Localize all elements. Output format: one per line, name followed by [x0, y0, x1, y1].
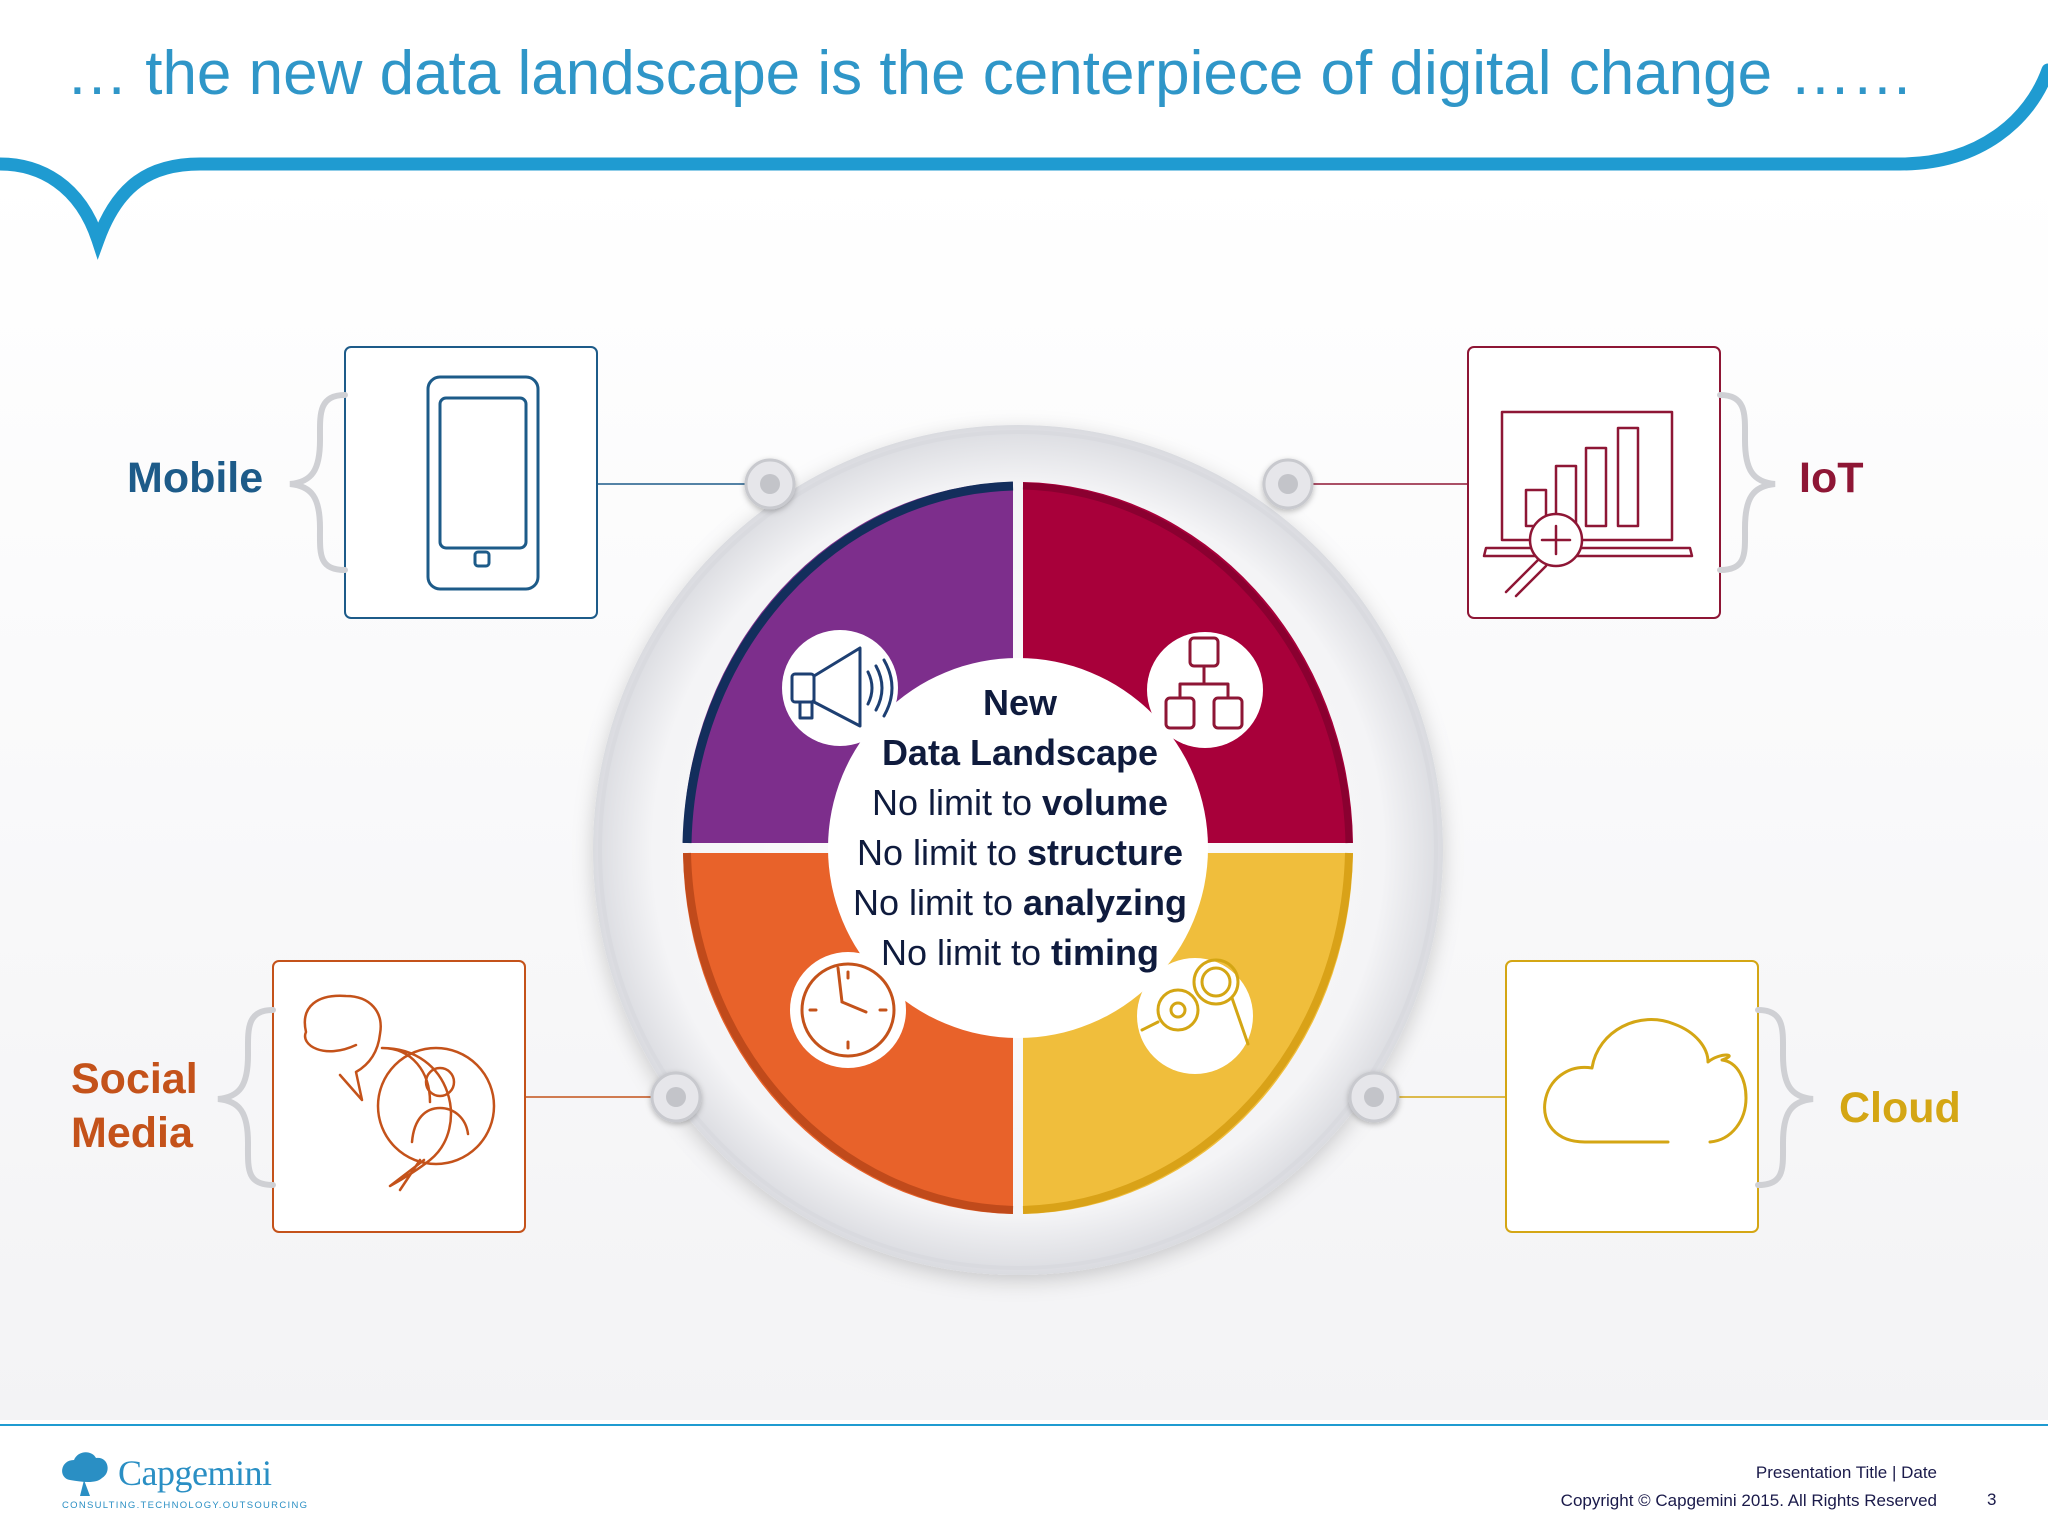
center-line-prefix: No limit to — [852, 882, 1023, 923]
logo-tagline: CONSULTING.TECHNOLOGY.OUTSOURCING — [62, 1500, 309, 1511]
label-iot-text: IoT — [1799, 454, 1864, 502]
brace-cloud — [1755, 1007, 1814, 1188]
center-line-bold: analyzing — [1023, 882, 1188, 923]
logo-icon — [62, 1452, 108, 1496]
center-disc — [828, 658, 1208, 1038]
cloud-box — [1505, 960, 1759, 1233]
brace-iot — [1717, 392, 1776, 573]
center-line-bold: structure — [1027, 832, 1184, 873]
center-line-prefix: No limit to — [880, 932, 1052, 973]
label-iot: IoT — [1799, 451, 1863, 505]
center-line-bold: volume — [1042, 782, 1169, 823]
brace-mobile — [289, 392, 348, 573]
ring-icon-disc-clock — [790, 952, 906, 1068]
center-line-timing: No limit to timing — [820, 928, 1220, 978]
center-line-structure: No limit to structure — [820, 828, 1220, 878]
quadrant-crimson-edge — [1022, 482, 1353, 844]
logo-name: Capgemini — [118, 1453, 272, 1493]
iot-box — [1467, 346, 1721, 619]
label-cloud-text: Cloud — [1839, 1084, 1961, 1132]
center-line-volume: No limit to volume — [820, 778, 1220, 828]
ring-icon-disc-keysearch — [1137, 958, 1253, 1074]
quadrant-orange-edge — [683, 852, 1014, 1214]
smartphone-icon — [426, 375, 540, 591]
mobile-box — [344, 346, 598, 619]
center-line-bold: timing — [1051, 932, 1160, 973]
center-line-prefix: No limit to — [856, 832, 1027, 873]
label-mobile-text: Mobile — [127, 454, 264, 502]
hierarchy-icon — [1164, 636, 1244, 730]
label-social-line1: Social — [71, 1055, 198, 1103]
center-heading-line2: Data Landscape — [881, 732, 1159, 773]
ring-knobs — [650, 458, 1400, 1123]
label-social: Social Media — [71, 1052, 198, 1160]
outer-ring-edge — [598, 430, 1438, 1270]
header-swoosh — [0, 63, 2048, 260]
footer-presentation-title: Presentation Title | Date — [1755, 1463, 1937, 1482]
bar-chart-magnifier-icon — [1482, 410, 1694, 598]
key-search-icon — [1140, 958, 1250, 1046]
label-cloud: Cloud — [1839, 1081, 1961, 1135]
label-social-line2: Media — [71, 1109, 193, 1157]
center-text: New Data Landscape No limit to volume No… — [820, 678, 1220, 978]
chat-bubbles-person-icon — [303, 994, 496, 1192]
label-mobile: Mobile — [127, 451, 263, 505]
footer-copyright: Copyright © Capgemini 2015. All Rights R… — [1560, 1491, 1937, 1510]
page-number: 3 — [1987, 1490, 1997, 1509]
slide-title: … the new data landscape is the centerpi… — [66, 39, 1914, 108]
brace-social — [217, 1007, 276, 1188]
social-box — [272, 960, 526, 1233]
megaphone-icon — [790, 646, 894, 728]
quadrant-purple-edge — [682, 481, 1014, 844]
cloud-icon — [1543, 1018, 1748, 1144]
quadrant-yellow-edge — [1022, 852, 1353, 1214]
ring-icon-disc-hierarchy — [1147, 632, 1263, 748]
center-line-prefix: No limit to — [871, 782, 1042, 823]
clock-icon — [800, 962, 896, 1058]
center-heading-line1: New — [982, 682, 1058, 723]
center-line-analyzing: No limit to analyzing — [820, 878, 1220, 928]
